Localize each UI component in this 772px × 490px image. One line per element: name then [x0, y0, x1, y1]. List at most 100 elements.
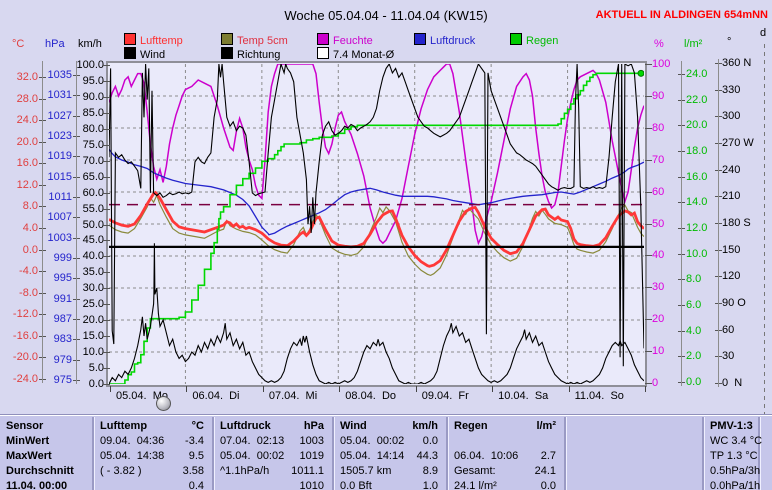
status-text: AKTUELL IN ALDINGEN 654mNN: [595, 9, 768, 21]
series-temp-5cm: [109, 193, 644, 277]
table-cell-value: 8.9: [422, 465, 438, 477]
axis-tick: [103, 384, 110, 385]
axis-label-C: 20.0: [16, 135, 38, 148]
axis-tick: [103, 144, 110, 146]
axis-label-: 240: [722, 163, 741, 176]
table-col-separator: [332, 417, 335, 490]
axis-tick: [103, 208, 110, 210]
legend-item-temp-5cm: Temp 5cm: [221, 33, 288, 47]
axis-label-C: -20.0: [12, 351, 38, 364]
axis-tick: [645, 127, 652, 129]
axis-tick: [103, 96, 110, 98]
legend-label: 7.4 Monat-Ø: [333, 49, 395, 61]
unit-d: d: [760, 27, 767, 39]
legend-item-regen: Regen: [510, 33, 558, 47]
axis-label-hPa: 1027: [47, 109, 72, 122]
stats-table: Sensor MinWert MaxWert Durchschnitt 11.04. 0…: [0, 414, 772, 490]
moon-phase-icon: [156, 396, 171, 411]
axis-label-C: 8.0: [22, 200, 38, 213]
axis-label-kmh: 25.0: [82, 298, 104, 311]
axis-label-C: -12.0: [12, 308, 38, 321]
axis-label-kmh: 0.0: [88, 378, 104, 390]
legend-swatch-icon: [317, 33, 329, 45]
table-cell-value: 44.3: [416, 450, 438, 462]
x-day-tick: [186, 386, 188, 392]
legend-swatch-icon: [221, 33, 233, 45]
axis-label-C: 32.0: [16, 71, 38, 83]
axis-label-C: -4.0: [19, 265, 38, 278]
table-cell-text: 09.04. 04:36: [100, 435, 165, 447]
axis-label-: 300: [722, 110, 741, 123]
table-cell-text: 24.1 l/m²: [454, 480, 497, 490]
table-col-title: Wind: [340, 420, 367, 432]
axis-label-lm: 8.0: [686, 273, 702, 286]
table-cell-text: 1505.7 km: [340, 465, 392, 477]
table-cell-value: 0.4: [188, 480, 204, 490]
axis-label-hPa: 995: [53, 272, 72, 285]
axis-label-kmh: 5.0: [88, 362, 104, 375]
axis-tick: [645, 223, 652, 225]
table-cell-text: 0.0hPa/1h: [710, 480, 761, 490]
weather-chart: [109, 64, 644, 384]
axis-label-: 360 N: [722, 57, 752, 69]
x-day-label: 07.04. Mi: [268, 390, 318, 402]
table-cell-value: 0.0: [540, 480, 556, 490]
table-cell-text: 0.5hPa/3h: [710, 465, 761, 477]
legend-swatch-icon: [414, 33, 426, 45]
legend-swatch-icon: [221, 47, 233, 59]
axis-label-lm: 24.0: [686, 68, 708, 80]
table-cell-text: Gesamt:: [454, 465, 496, 477]
axis-label-lm: 20.0: [686, 119, 708, 132]
axis-label-C: 16.0: [16, 157, 38, 170]
axis-label-hPa: 1011: [48, 191, 72, 203]
x-day-tick: [568, 386, 570, 392]
legend-swatch-icon: [124, 47, 136, 59]
axis-label-%: 70: [652, 153, 665, 166]
axis-label-C: 28.0: [16, 92, 38, 105]
axis-tick: [103, 256, 110, 258]
x-day-tick: [645, 386, 646, 392]
x-day-label: 06.04. Di: [192, 390, 240, 402]
axis-label-kmh: 90.0: [82, 90, 104, 103]
axis-tick: [645, 159, 652, 161]
table-cell-value: -3.4: [185, 435, 204, 447]
unit-kmh: km/h: [78, 38, 102, 50]
x-day-tick: [110, 386, 111, 392]
series-lufttemp: [109, 190, 644, 268]
axis-label-: 120: [722, 270, 741, 283]
table-col-separator: [702, 417, 705, 490]
axis-tick: [103, 112, 110, 114]
axis-label-kmh: 40.0: [82, 250, 104, 263]
axis-tick: [103, 368, 110, 370]
table-col-separator: [758, 417, 761, 490]
axis-label-kmh: 35.0: [82, 266, 104, 279]
legend-label: Richtung: [237, 49, 281, 61]
series-end-marker: [637, 69, 644, 77]
axis-label-C: -16.0: [12, 329, 38, 342]
axis-tick: [645, 287, 652, 289]
table-cell-value: 1011.1: [291, 465, 324, 477]
axis-label-C: 0.0: [22, 243, 38, 256]
axis-label-C: -8.0: [19, 286, 38, 299]
series-feuchte: [109, 64, 644, 246]
table-cell-text: 05.04. 14:14: [340, 450, 405, 462]
table-cell-value: 24.1: [534, 465, 556, 477]
table-cell-text: 07.04. 02:13: [220, 435, 285, 447]
axis-label-lm: 6.0: [686, 299, 702, 311]
axis-tick: [103, 304, 110, 306]
axis-label-%: 100: [652, 58, 671, 70]
table-row-label: Durchschnitt: [6, 465, 74, 477]
legend-label: Wind: [140, 49, 166, 61]
axis-label-kmh: 55.0: [82, 202, 104, 215]
unit-lm2: l/m²: [684, 38, 703, 50]
x-day-tick: [262, 386, 264, 392]
table-cell-text: 0.0 Bft: [340, 480, 372, 490]
axis-line: [76, 61, 77, 384]
x-day-label: 09.04. Fr: [421, 390, 469, 402]
table-cell-text: 05.04. 00:02: [340, 435, 405, 447]
axis-label-: 30: [722, 350, 735, 363]
axis-label-%: 30: [652, 281, 665, 294]
axis-label-: 180 S: [722, 217, 751, 229]
axis-label-lm: 18.0: [686, 145, 708, 157]
